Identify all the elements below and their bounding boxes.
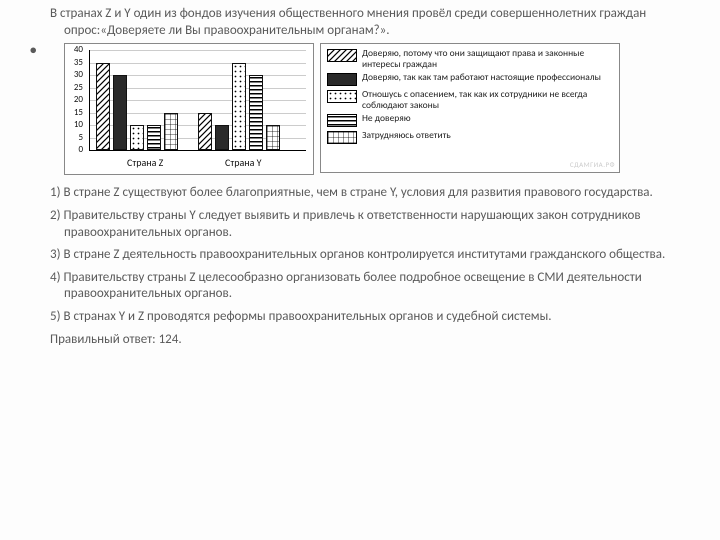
bar bbox=[130, 125, 144, 150]
bar bbox=[215, 125, 229, 150]
figure-row: • 0510152025303540 Страна Z Страна Y Дов… bbox=[30, 43, 696, 175]
legend-swatch bbox=[327, 131, 357, 144]
option-item: 5) В странах Y и Z проводятся реформы пр… bbox=[26, 309, 696, 326]
y-tick-label: 35 bbox=[74, 57, 83, 69]
bar bbox=[147, 125, 161, 150]
page: В странах Z и Y один из фондов изучения … bbox=[0, 0, 720, 348]
bar bbox=[249, 75, 263, 150]
legend-swatch bbox=[327, 49, 357, 62]
bar bbox=[198, 113, 212, 151]
question-intro: В странах Z и Y один из фондов изучения … bbox=[26, 6, 696, 39]
y-tick-label: 10 bbox=[74, 119, 83, 131]
bar bbox=[266, 125, 280, 150]
legend-label: Доверяю, потому что они защищают права и… bbox=[362, 48, 613, 69]
option-item: 3) В стране Z деятельность правоохраните… bbox=[26, 247, 696, 264]
legend-swatch bbox=[327, 90, 357, 103]
y-tick-label: 30 bbox=[74, 69, 83, 81]
x-label-y: Страна Y bbox=[225, 157, 262, 170]
legend-item: Затрудняюсь ответить bbox=[327, 130, 613, 144]
legend-swatch bbox=[327, 114, 357, 127]
bullet-icon: • bbox=[30, 43, 36, 60]
bar bbox=[232, 63, 246, 151]
option-item: 4) Правительству страны Z целесообразно … bbox=[26, 270, 696, 303]
legend-item: Отношусь с опасением, так как их сотрудн… bbox=[327, 89, 613, 110]
legend-label: Не доверяю bbox=[362, 113, 411, 123]
y-tick-label: 40 bbox=[74, 44, 83, 56]
legend-label: Доверяю, так как там работают настоящие … bbox=[362, 72, 601, 82]
bar bbox=[113, 75, 127, 150]
legend-item: Доверяю, потому что они защищают права и… bbox=[327, 48, 613, 69]
legend-item: Не доверяю bbox=[327, 113, 613, 127]
legend-swatch bbox=[327, 73, 357, 86]
y-tick-label: 25 bbox=[74, 82, 83, 94]
legend-label: Отношусь с опасением, так как их сотрудн… bbox=[362, 89, 613, 110]
y-tick-label: 20 bbox=[74, 94, 83, 106]
plot-area bbox=[89, 50, 306, 151]
legend-item: Доверяю, так как там работают настоящие … bbox=[327, 72, 613, 86]
correct-answer: Правильный ответ: 124. bbox=[26, 332, 696, 349]
bar-chart: 0510152025303540 Страна Z Страна Y bbox=[64, 43, 314, 175]
legend-label: Затрудняюсь ответить bbox=[362, 130, 451, 140]
bar bbox=[164, 113, 178, 151]
option-item: 1) В стране Z существуют более благоприя… bbox=[26, 185, 696, 202]
option-item: 2) Правительству страны Y следует выявит… bbox=[26, 208, 696, 241]
watermark: СДАМГИА.РФ bbox=[570, 161, 615, 170]
y-tick-label: 15 bbox=[74, 107, 83, 119]
y-tick-label: 0 bbox=[78, 144, 83, 156]
answer-options: 1) В стране Z существуют более благоприя… bbox=[26, 185, 696, 325]
x-label-z: Страна Z bbox=[127, 157, 163, 170]
bar bbox=[96, 63, 110, 151]
legend: Доверяю, потому что они защищают права и… bbox=[320, 43, 620, 173]
y-tick-label: 5 bbox=[78, 132, 83, 144]
